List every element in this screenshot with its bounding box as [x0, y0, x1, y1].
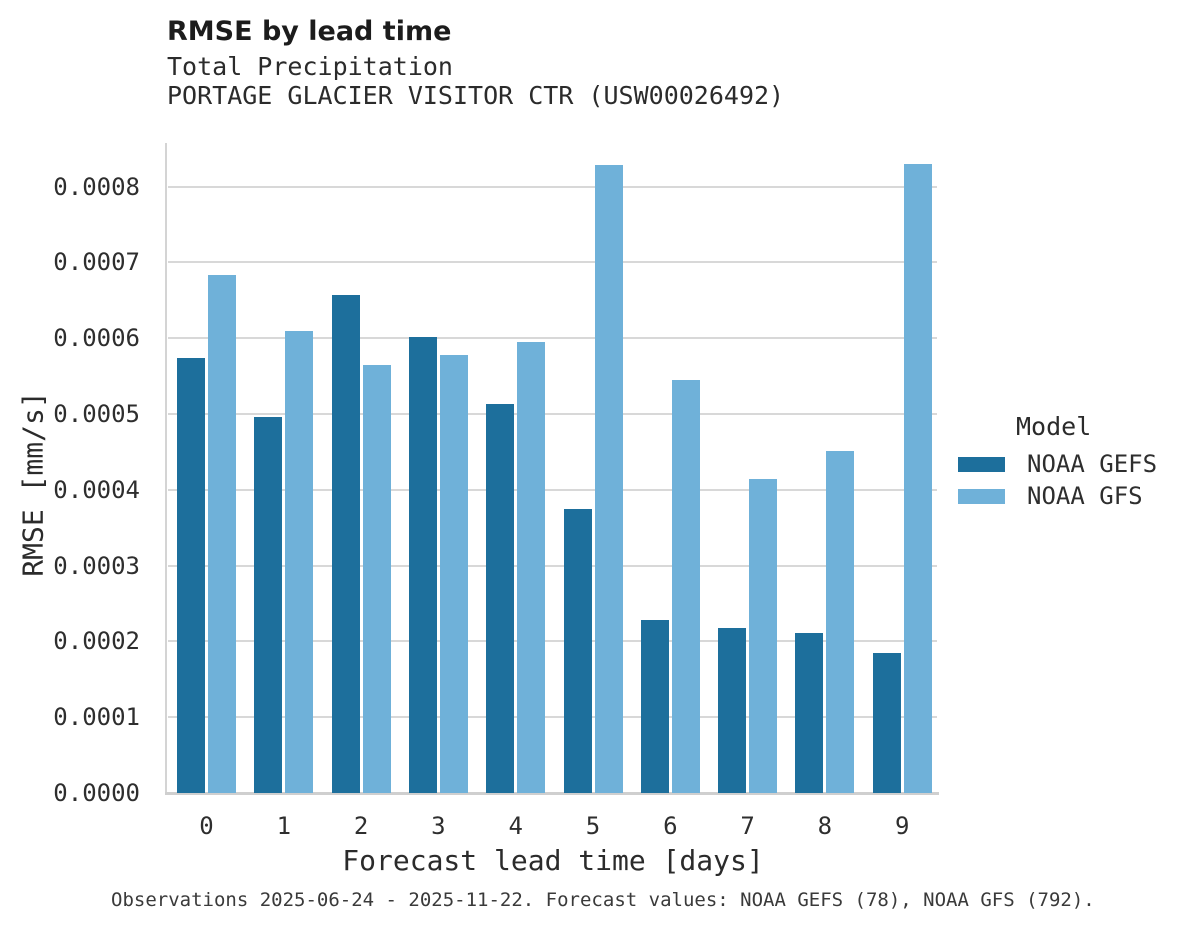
chart-title: RMSE by lead time [167, 16, 452, 47]
legend-swatch-noaa-gfs [958, 488, 1005, 504]
plot-area [167, 143, 938, 793]
bar-noaa-gefs-lead-1 [254, 417, 283, 793]
legend-label: NOAA GFS [1027, 482, 1143, 510]
y-tick-label: 0.0000 [53, 779, 140, 807]
gridline [168, 413, 937, 415]
gridline [168, 185, 937, 188]
bar-noaa-gfs-lead-2 [362, 364, 391, 793]
bar-noaa-gefs-lead-2 [331, 294, 360, 793]
y-tick-label: 0.0003 [53, 551, 140, 580]
caption: Observations 2025-06-24 - 2025-11-22. Fo… [111, 889, 1095, 911]
legend-label: NOAA GEFS [1027, 450, 1158, 478]
bar-noaa-gfs-lead-8 [826, 451, 855, 793]
y-tick-label: 0.0008 [53, 172, 140, 201]
bar-noaa-gfs-lead-4 [517, 341, 546, 793]
x-tick-label: 4 [508, 812, 523, 840]
bar-noaa-gefs-lead-3 [408, 337, 437, 793]
chart-subtitle-station: PORTAGE GLACIER VISITOR CTR (USW00026492… [167, 81, 785, 110]
gridline [168, 337, 937, 340]
y-axis-title: RMSE [mm/s] [16, 391, 50, 577]
x-tick-label: 2 [353, 812, 369, 840]
y-tick-label: 0.0007 [53, 248, 140, 277]
y-tick-label: 0.0004 [53, 475, 140, 504]
x-tick-label: 7 [740, 812, 755, 840]
bar-noaa-gfs-lead-6 [671, 379, 700, 793]
bar-noaa-gfs-lead-9 [903, 163, 932, 793]
x-axis-line [165, 792, 939, 795]
x-tick-label: 8 [817, 812, 833, 840]
gridline [168, 261, 937, 264]
x-tick-label: 9 [894, 812, 910, 840]
bar-noaa-gfs-lead-1 [285, 331, 314, 793]
bar-noaa-gfs-lead-0 [208, 275, 236, 793]
bar-noaa-gefs-lead-8 [795, 633, 824, 793]
bar-noaa-gfs-lead-7 [749, 479, 778, 793]
y-tick-label: 0.0001 [53, 703, 140, 732]
bar-noaa-gefs-lead-9 [872, 652, 901, 793]
bar-noaa-gefs-lead-0 [177, 357, 205, 793]
gridline [168, 488, 937, 491]
y-tick-label: 0.0002 [53, 627, 140, 656]
bar-noaa-gefs-lead-4 [486, 404, 515, 793]
x-tick-label: 6 [663, 812, 678, 840]
gridline [168, 716, 937, 719]
y-axis-line [165, 143, 167, 793]
x-tick-label: 0 [199, 812, 214, 840]
bar-noaa-gfs-lead-5 [594, 164, 623, 793]
chart-subtitle-variable: Total Precipitation [167, 52, 453, 81]
bar-noaa-gefs-lead-6 [640, 620, 669, 793]
bar-noaa-gefs-lead-5 [563, 508, 592, 793]
legend-swatch-noaa-gefs [958, 456, 1005, 472]
x-axis-title: Forecast lead time [days] [342, 844, 764, 877]
x-tick-label: 5 [585, 812, 601, 840]
x-tick-label: 1 [276, 812, 292, 840]
gridline [168, 564, 937, 567]
bar-noaa-gefs-lead-7 [718, 627, 747, 793]
gridline [168, 640, 937, 643]
legend-title: Model [1016, 412, 1092, 441]
y-tick-label: 0.0005 [53, 400, 140, 428]
x-tick-label: 3 [431, 812, 446, 840]
bar-noaa-gfs-lead-3 [439, 354, 468, 793]
y-tick-label: 0.0006 [53, 324, 140, 353]
